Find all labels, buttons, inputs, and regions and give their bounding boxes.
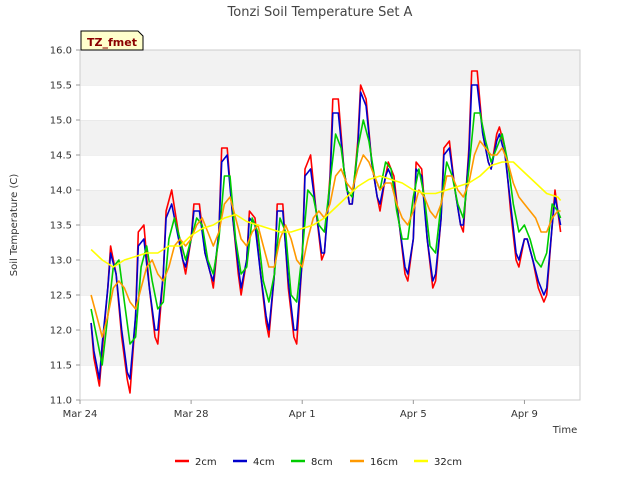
- badge-box: [80, 30, 144, 51]
- grid-band: [80, 225, 580, 260]
- series-line-16cm: [90, 140, 561, 338]
- series-line-32cm: [90, 161, 562, 268]
- station-badge: TZ_fmet: [80, 30, 144, 51]
- series-line-8cm: [90, 112, 562, 366]
- y-tick-label: 16.0: [50, 46, 72, 57]
- legend: 2cm 4cm 8cm 16cm 32cm: [175, 457, 462, 468]
- legend-label-2cm: 2cm: [195, 457, 217, 468]
- legend-label-16cm: 16cm: [370, 457, 398, 468]
- y-tick-label: 11.5: [50, 361, 72, 372]
- grid-band: [80, 365, 580, 400]
- grid-band: [80, 50, 580, 85]
- y-tick-label: 15.0: [50, 116, 72, 127]
- x-tick-label: Mar 28: [174, 409, 209, 420]
- plot-bands: [80, 49, 580, 400]
- x-tick-label: Apr 9: [511, 409, 538, 420]
- y-axis-title: Soil Temperature (C): [9, 174, 20, 277]
- y-tick-label: 14.5: [50, 151, 72, 162]
- x-axis-title: Time: [552, 425, 577, 436]
- x-tick-label: Apr 5: [400, 409, 427, 420]
- y-tick-label: 13.5: [50, 221, 72, 232]
- y-tick-label: 14.0: [50, 186, 72, 197]
- legend-label-8cm: 8cm: [311, 457, 333, 468]
- y-tick-label: 13.0: [50, 256, 72, 267]
- x-tick-label: Apr 1: [289, 409, 316, 420]
- y-tick-label: 12.5: [50, 291, 72, 302]
- grid-band: [80, 330, 580, 365]
- y-tick-label: 15.5: [50, 81, 72, 92]
- legend-label-4cm: 4cm: [253, 457, 275, 468]
- y-tick-label: 12.0: [50, 326, 72, 337]
- grid-band: [80, 85, 580, 120]
- x-tick-label: Mar 24: [63, 409, 98, 420]
- badge-label: TZ_fmet: [87, 36, 137, 49]
- series-line-4cm: [90, 84, 562, 380]
- legend-label-32cm: 32cm: [434, 457, 462, 468]
- chart-title: Tonzi Soil Temperature Set A: [227, 5, 413, 20]
- grid-band: [80, 190, 580, 225]
- y-axis: 11.0 11.5 12.0 12.5 13.0 13.5 14.0 14.5 15.0 15.5…: [50, 46, 80, 407]
- y-tick-label: 11.0: [50, 396, 72, 407]
- series-lines: [90, 70, 562, 394]
- x-axis: Mar 24 Mar 28 Apr 1 Apr 5 Apr 9: [63, 400, 538, 420]
